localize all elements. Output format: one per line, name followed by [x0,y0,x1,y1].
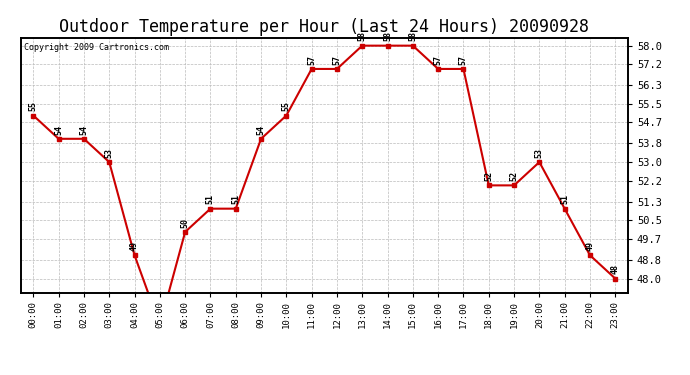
Text: 51: 51 [560,195,569,204]
Text: 50: 50 [181,218,190,228]
Text: 57: 57 [333,55,342,65]
Text: 53: 53 [105,148,114,158]
Text: 49: 49 [130,241,139,251]
Title: Outdoor Temperature per Hour (Last 24 Hours) 20090928: Outdoor Temperature per Hour (Last 24 Ho… [59,18,589,36]
Text: 54: 54 [79,124,88,135]
Text: 46: 46 [0,374,1,375]
Text: 52: 52 [509,171,519,181]
Text: 58: 58 [383,32,392,42]
Text: 49: 49 [585,241,595,251]
Text: 58: 58 [408,32,417,42]
Text: 54: 54 [54,124,63,135]
Text: 54: 54 [257,124,266,135]
Text: 58: 58 [357,32,367,42]
Text: 52: 52 [484,171,493,181]
Text: 48: 48 [611,264,620,274]
Text: 55: 55 [282,101,291,111]
Text: 57: 57 [459,55,468,65]
Text: 57: 57 [307,55,316,65]
Text: 53: 53 [535,148,544,158]
Text: 55: 55 [29,101,38,111]
Text: 57: 57 [433,55,443,65]
Text: 51: 51 [206,195,215,204]
Text: Copyright 2009 Cartronics.com: Copyright 2009 Cartronics.com [23,43,169,52]
Text: 51: 51 [231,195,240,204]
